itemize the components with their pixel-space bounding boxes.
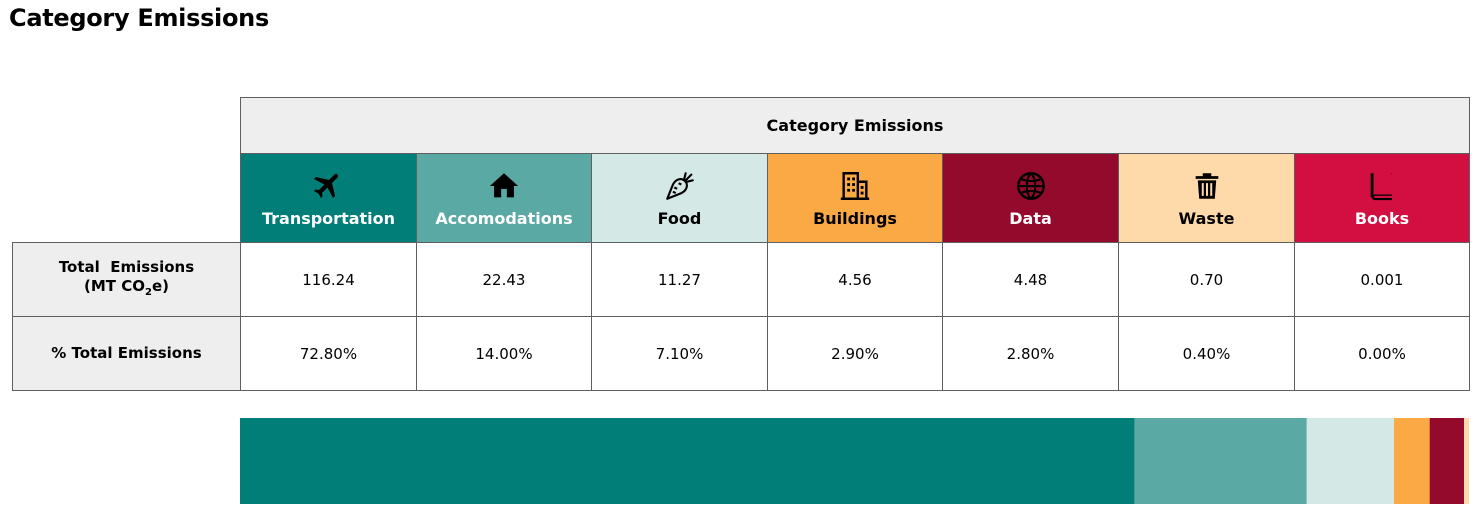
total-emissions-books: 0.001 <box>1294 242 1470 317</box>
trash-icon <box>1119 169 1294 203</box>
category-header-data: Data <box>942 153 1119 243</box>
category-header-transportation: Transportation <box>240 153 417 243</box>
percent-emissions-accomodations: 14.00% <box>416 316 592 391</box>
percent-emissions-waste: 0.40% <box>1118 316 1295 391</box>
bar-segment-transportation <box>240 418 1135 504</box>
category-label: Accomodations <box>435 208 573 228</box>
row-label-percent: % Total Emissions <box>12 316 241 391</box>
blank-corner <box>12 97 241 154</box>
emissions-table: Category Emissions Transportation Accomod… <box>12 97 1470 391</box>
category-label: Books <box>1354 208 1410 228</box>
blank-corner <box>12 153 241 243</box>
total-emissions-food: 11.27 <box>591 242 768 317</box>
percent-emissions-food: 7.10% <box>591 316 768 391</box>
bar-segment-buildings <box>1394 418 1430 504</box>
airplane-icon <box>241 169 416 203</box>
building-icon <box>768 169 942 203</box>
total-emissions-accomodations: 22.43 <box>416 242 592 317</box>
unit-subscript: 2 <box>145 286 152 298</box>
row-label-total-line1: Total Emissions <box>58 257 195 276</box>
total-emissions-data: 4.48 <box>942 242 1119 317</box>
category-label: Food <box>657 208 702 228</box>
unit-suffix: e) <box>151 276 169 295</box>
carrot-icon <box>592 169 767 203</box>
category-label: Data <box>1009 208 1052 228</box>
row-label-total-line2: (MT CO2e) <box>84 276 169 298</box>
total-emissions-buildings: 4.56 <box>767 242 943 317</box>
page-title: Category Emissions <box>9 4 269 32</box>
globe-icon <box>943 169 1118 203</box>
category-header-buildings: Buildings <box>767 153 943 243</box>
percent-emissions-books: 0.00% <box>1294 316 1470 391</box>
percent-emissions-buildings: 2.90% <box>767 316 943 391</box>
house-icon <box>417 169 591 203</box>
bar-segment-waste <box>1464 418 1469 504</box>
total-emissions-transportation: 116.24 <box>240 242 417 317</box>
book-icon <box>1295 169 1469 203</box>
category-label: Buildings <box>813 208 897 228</box>
category-header-books: Books <box>1294 153 1470 243</box>
bar-segment-accomodations <box>1134 418 1307 504</box>
category-header-food: Food <box>591 153 768 243</box>
category-label: Waste <box>1178 208 1235 228</box>
category-label: Transportation <box>261 208 396 228</box>
stacked-bar-chart <box>240 418 1469 504</box>
percent-emissions-data: 2.80% <box>942 316 1119 391</box>
bar-segment-food <box>1306 418 1395 504</box>
category-header-accomodations: Accomodations <box>416 153 592 243</box>
unit-prefix: (MT CO <box>84 276 145 295</box>
total-emissions-waste: 0.70 <box>1118 242 1295 317</box>
category-header-waste: Waste <box>1118 153 1295 243</box>
percent-emissions-transportation: 72.80% <box>240 316 417 391</box>
table-header: Category Emissions <box>240 97 1470 154</box>
row-label-total-emissions: Total Emissions (MT CO2e) <box>12 242 241 317</box>
bar-segment-data <box>1429 418 1465 504</box>
